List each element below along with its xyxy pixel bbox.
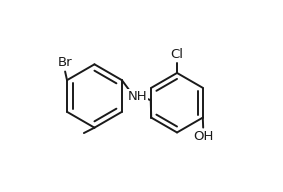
Text: Cl: Cl [171,48,183,61]
Text: NH: NH [127,89,147,103]
Text: OH: OH [193,130,213,142]
Text: Br: Br [58,56,72,69]
